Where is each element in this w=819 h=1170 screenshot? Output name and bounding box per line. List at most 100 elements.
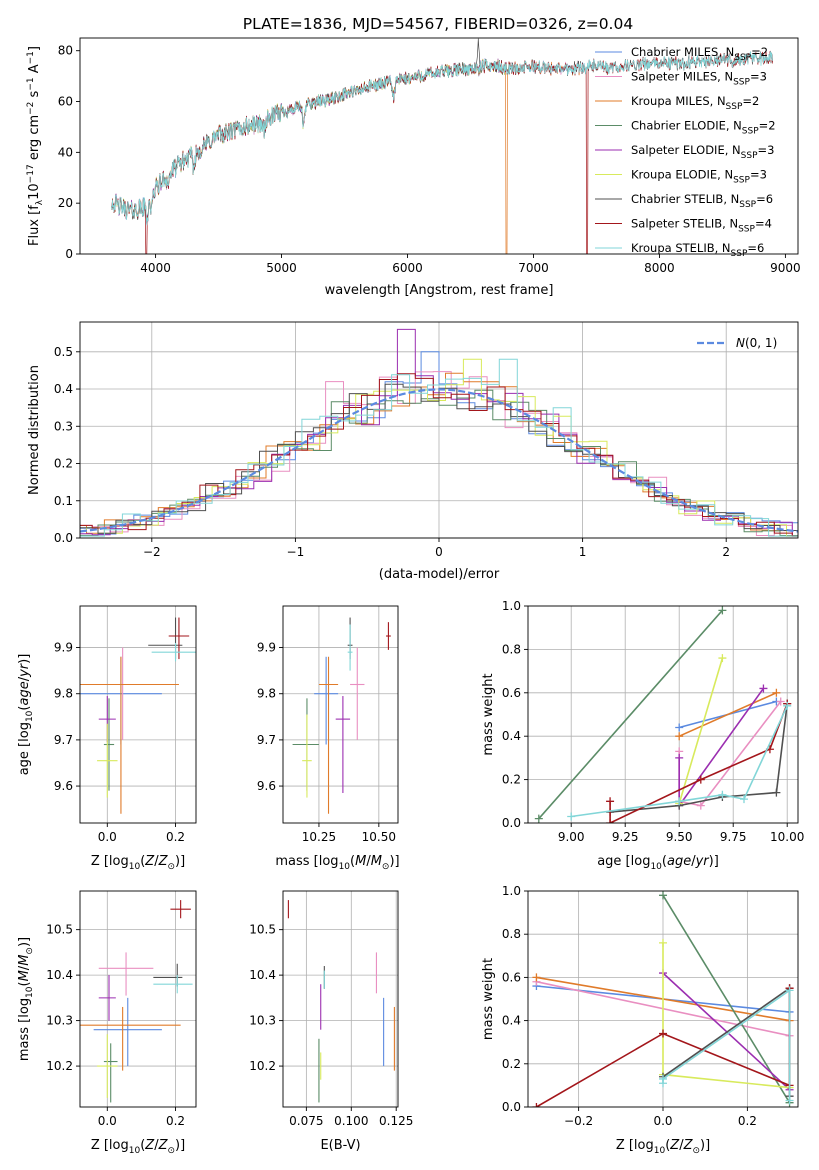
- x-tick-label: 0.0: [98, 1114, 117, 1128]
- legend-entry: Chabrier ELODIE, NSSP=2: [631, 119, 776, 137]
- weight-marker: [785, 1096, 794, 1105]
- panel-weight_vs_age: 9.00 9.25 9.50 9.75 10.00 0.0 0.2 0.4 0.6 0.8 1.0 m…: [481, 599, 804, 872]
- weight-marker: [534, 814, 543, 823]
- axes-border: [79, 37, 799, 255]
- errorbar-point: [151, 642, 196, 662]
- axes-border: [79, 890, 197, 1108]
- y-tick-label: 10.4: [249, 968, 276, 982]
- x-tick-label: 0.075: [289, 1114, 323, 1128]
- weight-marker: [740, 795, 748, 804]
- weight-line: [662, 894, 791, 1104]
- panel-mass_vs_Z: 0.0 0.2 10.2 10.3 10.4 10.5 Z [log10(Z/Z⊙)] mas…: [17, 890, 197, 1156]
- y-tick-label: 0.0: [502, 816, 521, 830]
- x-tick-label: −0.2: [564, 1114, 593, 1128]
- y-tick-label: 9.9: [257, 641, 276, 655]
- y-tick-label: 10.5: [249, 923, 276, 937]
- plot-area: [111, 38, 773, 254]
- legend-entry: Kroupa MILES, NSSP=2: [631, 94, 759, 112]
- plot-area: [532, 891, 794, 1107]
- spectrum-line: [111, 51, 773, 226]
- x-tick-label: 9000: [770, 261, 801, 275]
- weight-marker: [532, 1103, 541, 1107]
- weight-marker: [675, 723, 684, 732]
- x-tick-label: 2: [722, 545, 730, 559]
- legend-entry: Chabrier MILES, NSSP=2: [631, 45, 768, 63]
- errorbar-point: [314, 656, 339, 745]
- y-tick-label: 1.0: [502, 884, 521, 898]
- y-tick-label: 60: [58, 95, 73, 109]
- weight-marker: [659, 1074, 667, 1083]
- x-axis-label: wavelength [Angstrom, rest frame]: [325, 283, 554, 298]
- weight-line: [678, 692, 777, 737]
- weight-line: [662, 972, 791, 1091]
- x-tick-label: −1: [287, 545, 305, 559]
- y-tick-label: 10.3: [46, 1014, 73, 1028]
- x-tick-label: 0.100: [334, 1114, 368, 1128]
- legend-entry: Salpeter MILES, NSSP=3: [631, 70, 767, 88]
- y-axis-label: mass [log10(M/M⊙)]: [17, 937, 35, 1061]
- y-tick-label: 9.8: [257, 687, 276, 701]
- errorbar-point: [80, 656, 179, 814]
- axes-frame: 0.0 0.2 9.6 9.7 9.8 9.9 Z [log10(Z/Z⊙)] age [lo…: [17, 605, 197, 872]
- errorbar-point: [103, 698, 115, 791]
- x-tick-label: 4000: [140, 261, 171, 275]
- y-tick-label: 0.4: [502, 1014, 521, 1028]
- y-tick-label: 0.0: [54, 531, 73, 545]
- y-tick-label: 0.4: [502, 729, 521, 743]
- x-tick-label: 6000: [392, 261, 423, 275]
- y-tick-label: 9.8: [54, 687, 73, 701]
- errorbar-point: [98, 952, 154, 996]
- x-tick-label: 9.00: [558, 830, 585, 844]
- axes-frame: 9.00 9.25 9.50 9.75 10.00 0.0 0.2 0.4 0.6 0.8 1.0 m…: [481, 599, 804, 872]
- panel-weight_vs_Z: −0.2 0.0 0.2 0.0 0.2 0.4 0.6 0.8 1.0 mass weight Z…: [481, 884, 799, 1156]
- y-tick-label: 0.6: [502, 686, 521, 700]
- x-tick-label: 0.2: [166, 1114, 185, 1128]
- weight-marker: [567, 812, 576, 821]
- y-tick-label: 0.0: [502, 1100, 521, 1114]
- y-tick-label: 10.4: [46, 968, 73, 982]
- x-axis-label: Z [log10(Z/Z⊙)]: [91, 1138, 185, 1156]
- weight-marker: [532, 973, 541, 982]
- y-axis-label: mass weight: [481, 958, 496, 1040]
- legend-entry: Salpeter ELODIE, NSSP=3: [631, 143, 774, 161]
- legend: Chabrier MILES, NSSP=2 Salpeter MILES, NS…: [595, 45, 776, 259]
- x-axis-label: E(B-V): [320, 1138, 360, 1153]
- errorbar-point: [98, 975, 116, 1021]
- axes-frame: 0.075 0.100 0.125 10.2 10.3 10.4 10.5 E(B-V): [249, 890, 413, 1153]
- y-tick-label: 0.4: [54, 382, 73, 396]
- weight-marker: [776, 697, 785, 706]
- x-tick-label: 10.00: [770, 830, 804, 844]
- y-tick-label: 0.8: [502, 642, 521, 656]
- axes-frame: 0.0 0.2 10.2 10.3 10.4 10.5 Z [log10(Z/Z⊙)] mas…: [17, 890, 197, 1156]
- y-tick-label: 0.8: [502, 927, 521, 941]
- weight-marker: [772, 688, 781, 697]
- x-axis-label: mass [log10(M/M⊙)]: [275, 854, 399, 872]
- plot-area: [80, 900, 193, 1103]
- x-axis-label: Z [log10(Z/Z⊙)]: [616, 1138, 710, 1156]
- axes-frame: −0.2 0.0 0.2 0.0 0.2 0.4 0.6 0.8 1.0 mass weight Z…: [481, 884, 799, 1156]
- y-tick-label: 9.7: [257, 733, 276, 747]
- axes-border: [282, 890, 399, 1108]
- x-tick-label: 9.50: [666, 830, 693, 844]
- axes-border: [282, 605, 399, 824]
- axes-frame: 10.25 10.50 9.6 9.7 9.8 9.9 mass [log10(M/M⊙)]: [257, 605, 400, 872]
- y-tick-label: 1.0: [502, 599, 521, 613]
- x-tick-label: 0.125: [379, 1114, 413, 1128]
- x-tick-label: 9.75: [720, 830, 747, 844]
- y-tick-label: 0.2: [502, 773, 521, 787]
- y-tick-label: 10.2: [46, 1059, 73, 1073]
- weight-marker: [718, 654, 727, 663]
- x-tick-label: −2: [143, 545, 161, 559]
- errorbar-point: [347, 624, 353, 671]
- y-tick-label: 0: [65, 247, 73, 261]
- plot-area: [292, 617, 391, 814]
- weight-marker: [675, 732, 684, 741]
- x-tick-label: 8000: [644, 261, 675, 275]
- x-tick-label: 0: [435, 545, 443, 559]
- y-tick-label: 0.5: [54, 345, 73, 359]
- y-tick-label: 9.6: [54, 779, 73, 793]
- legend-entry: Chabrier STELIB, NSSP=6: [631, 192, 773, 210]
- errorbar-point: [103, 1043, 118, 1103]
- weight-marker: [718, 606, 727, 615]
